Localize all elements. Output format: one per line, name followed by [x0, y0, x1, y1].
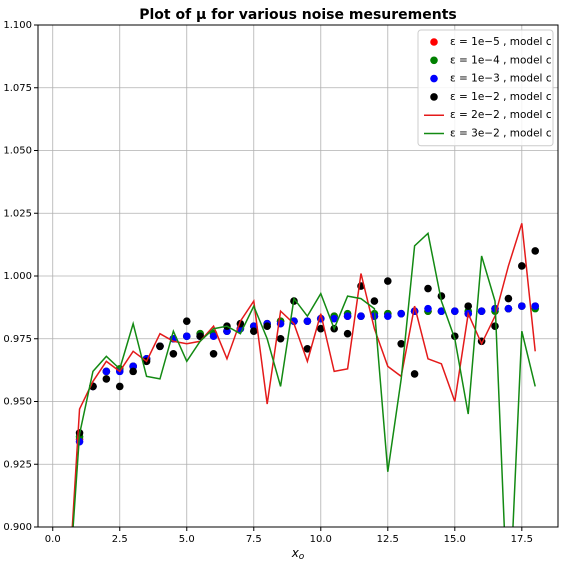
axes-frame — [37, 24, 559, 528]
scatter-point — [357, 312, 365, 320]
scatter-point — [156, 342, 164, 351]
x-axis-label-sub: o — [299, 552, 305, 562]
legend-label: ε = 1e−4 , model c — [450, 54, 552, 66]
y-tick-label: 1.100 — [3, 20, 32, 31]
y-tick-label: 1.025 — [3, 208, 32, 219]
scatter-point — [464, 302, 473, 310]
scatter-point — [102, 375, 111, 383]
scatter-point — [383, 277, 392, 285]
scatter-point — [397, 339, 405, 348]
line-series — [71, 223, 536, 527]
scatter-point — [316, 324, 325, 333]
x-axis-label-base: x — [291, 546, 300, 560]
x-tick-label: 0.0 — [45, 534, 61, 545]
scatter-point — [383, 312, 392, 320]
scatter-point — [504, 294, 513, 303]
scatter-point — [303, 344, 312, 353]
legend-label: ε = 1e−5 , model c — [450, 36, 552, 48]
scatter-point — [477, 307, 486, 315]
legend-label: ε = 2e−2 , model c — [450, 109, 552, 121]
x-tick-label: 12.5 — [377, 534, 399, 545]
scatter-point — [518, 302, 526, 310]
scatter-point — [249, 327, 258, 336]
scatter-point — [531, 302, 540, 310]
scatter-point — [290, 317, 298, 325]
scatter-point — [115, 382, 124, 391]
x-tick-label: 15.0 — [444, 534, 466, 545]
scatter-point — [410, 370, 419, 378]
y-tick-label: 0.900 — [3, 522, 32, 533]
legend-swatch — [430, 56, 438, 65]
scatter-point — [303, 317, 312, 325]
grid — [34, 24, 558, 531]
scatter-point — [276, 334, 285, 343]
scatter-point — [518, 262, 526, 270]
y-tick-label: 0.950 — [3, 397, 32, 408]
y-tick-label: 1.075 — [3, 83, 32, 94]
scatter-point — [182, 332, 191, 341]
legend-box — [417, 29, 554, 147]
legend-label: ε = 3e−2 , model c — [450, 128, 552, 140]
scatter-point — [209, 350, 218, 358]
scatter-point — [397, 309, 405, 318]
y-tick-label: 0.975 — [3, 334, 32, 345]
scatter-point — [370, 297, 379, 305]
scatter-point — [531, 247, 540, 255]
y-tick-label: 1.050 — [3, 146, 32, 157]
scatter-point — [169, 350, 178, 358]
scatter-point — [437, 307, 446, 315]
x-axis-label: xo — [291, 546, 305, 562]
line-series — [72, 231, 536, 527]
scatter-point — [504, 304, 513, 313]
scatter-point — [330, 314, 338, 323]
x-tick-label: 17.5 — [511, 534, 533, 545]
scatter-point — [424, 304, 432, 313]
scatter-point — [343, 312, 352, 320]
chart-title: Plot of μ for various noise mesurements — [139, 7, 457, 23]
plot-area — [71, 223, 540, 527]
scatter-point — [491, 322, 499, 331]
x-tick-label: 7.5 — [246, 534, 262, 545]
scatter-point — [424, 284, 432, 293]
y-tick-label: 0.925 — [3, 459, 32, 470]
scatter-point — [102, 367, 111, 376]
x-tick-label: 10.0 — [310, 534, 332, 545]
legend-label: ε = 1e−3 , model c — [450, 73, 552, 85]
x-tick-label: 2.5 — [112, 534, 128, 545]
scatter-point — [182, 317, 191, 325]
legend-swatch — [430, 93, 438, 101]
scatter-point — [451, 307, 459, 315]
scatter-point — [129, 367, 137, 376]
legend-swatch — [430, 38, 438, 46]
scatter-point — [209, 332, 218, 341]
x-tick-label: 5.0 — [179, 534, 195, 545]
legend-label: ε = 1e−2 , model c — [450, 91, 552, 103]
y-tick-label: 1.000 — [3, 271, 32, 282]
legend: ε = 1e−5 , model c ε = 1e−4 , model c ε = … — [417, 29, 554, 147]
scatter-point — [263, 322, 271, 331]
scatter-point — [343, 329, 352, 338]
legend-swatch — [430, 74, 438, 83]
